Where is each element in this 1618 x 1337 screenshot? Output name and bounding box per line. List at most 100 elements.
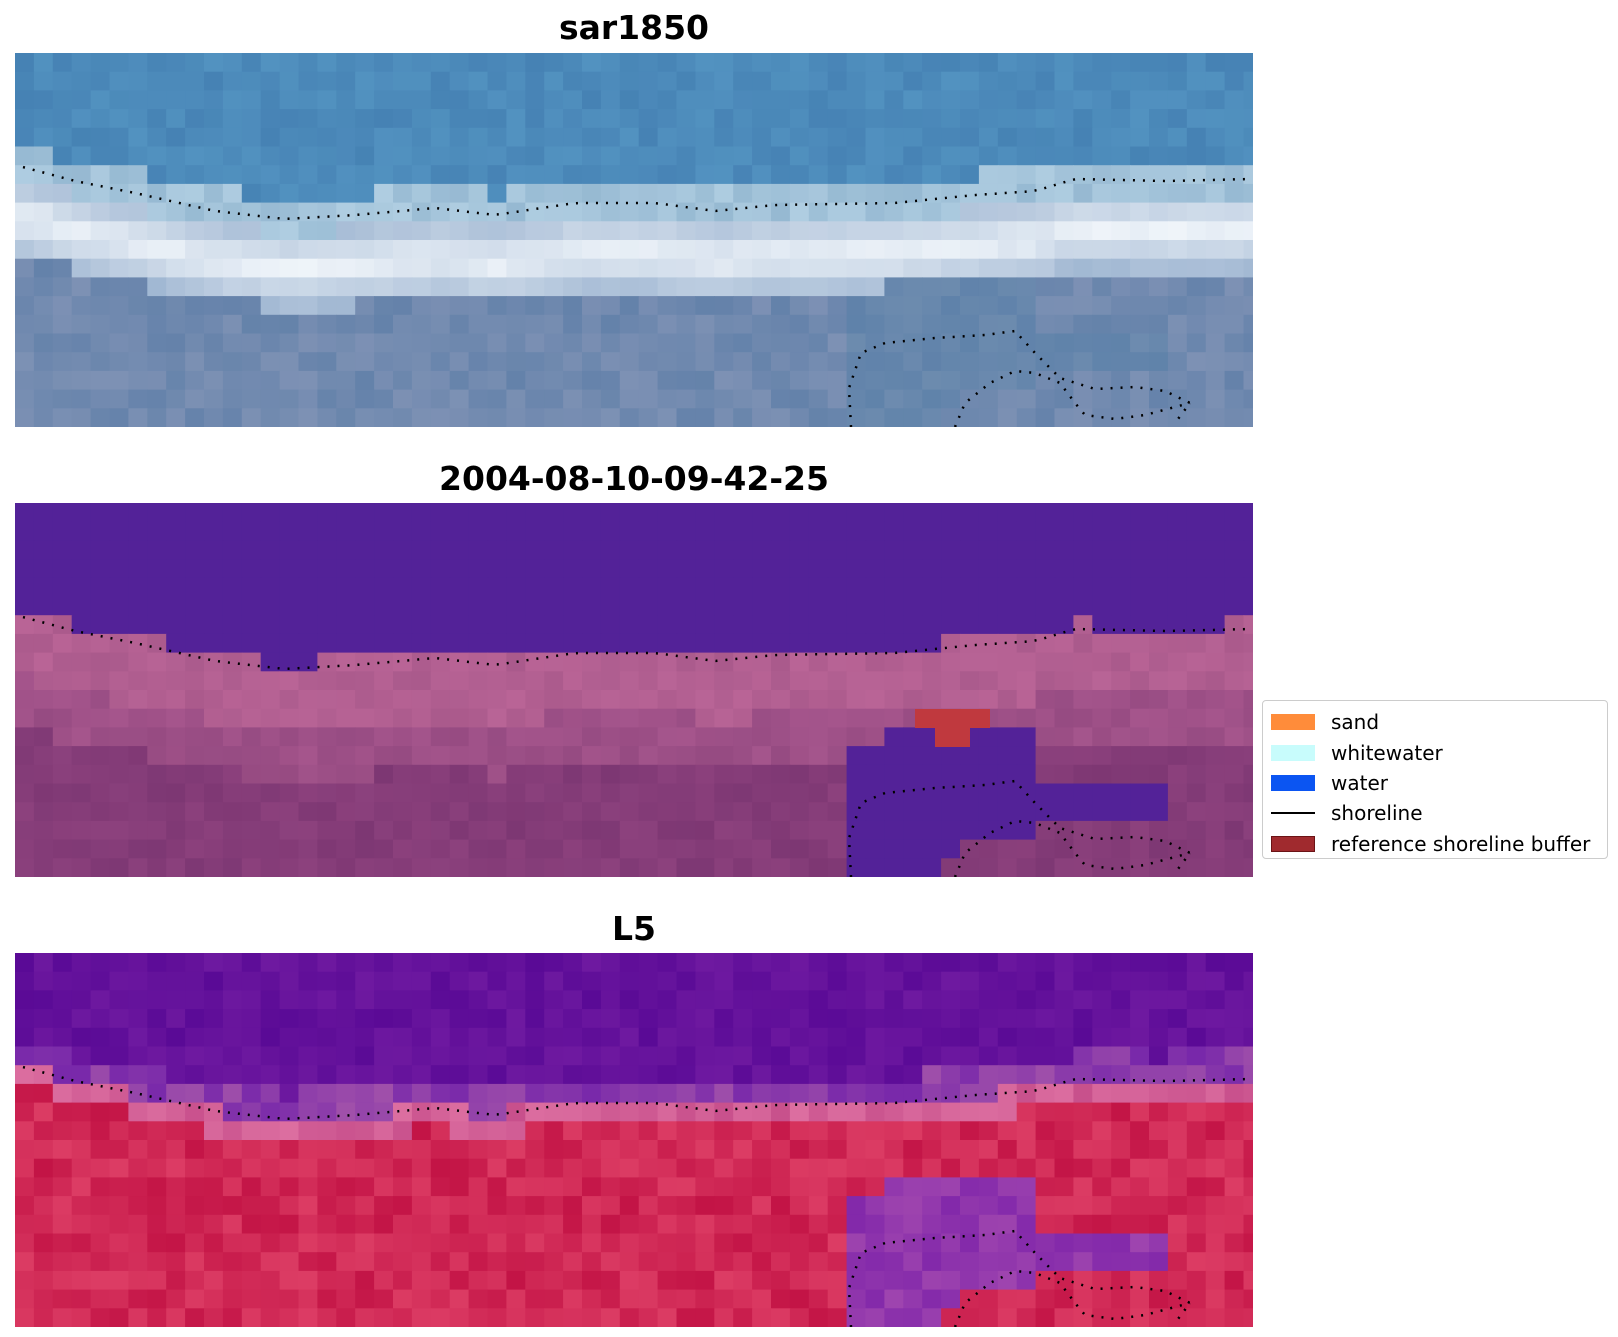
pixel-cell xyxy=(978,652,999,672)
pixel-cell xyxy=(1111,296,1131,316)
pixel-cell xyxy=(393,521,413,541)
pixel-cell xyxy=(789,1252,810,1272)
pixel-cell xyxy=(808,127,829,148)
pixel-cell xyxy=(865,1270,885,1291)
pixel-cell xyxy=(638,577,659,598)
pixel-cell xyxy=(789,820,810,841)
pixel-cell xyxy=(411,1233,432,1253)
pixel-cell xyxy=(147,1308,167,1327)
pixel-cell xyxy=(1224,783,1245,803)
pixel-cell xyxy=(827,990,848,1010)
pixel-cell xyxy=(846,858,867,877)
pixel-cell xyxy=(166,1270,186,1291)
pixel-cell xyxy=(317,746,337,766)
pixel-cell xyxy=(619,783,640,803)
pixel-cell xyxy=(204,1027,224,1048)
pixel-cell xyxy=(33,559,54,579)
pixel-cell xyxy=(846,314,867,335)
pixel-cell xyxy=(827,1252,848,1272)
pixel-cell xyxy=(374,1308,394,1327)
pixel-cell xyxy=(544,802,564,822)
pixel-cell xyxy=(525,990,545,1010)
pixel-cell xyxy=(411,277,432,297)
pixel-cell xyxy=(1035,1196,1056,1216)
pixel-cell xyxy=(15,503,35,523)
pixel-cell xyxy=(260,109,281,129)
pixel-cell xyxy=(563,1252,583,1272)
pixel-cell xyxy=(771,690,791,710)
pixel-cell xyxy=(808,1027,829,1048)
pixel-cell xyxy=(922,971,942,991)
pixel-cell xyxy=(619,690,640,710)
pixel-cell xyxy=(260,858,281,877)
pixel-cell xyxy=(71,559,92,579)
pixel-cell xyxy=(166,746,186,766)
pixel-cell xyxy=(185,708,205,728)
pixel-cell xyxy=(128,389,148,409)
pixel-cell xyxy=(355,671,375,691)
pixel-cell xyxy=(582,802,602,822)
pixel-cell xyxy=(317,1140,337,1160)
pixel-cell xyxy=(695,596,715,616)
pixel-cell xyxy=(846,596,867,616)
pixel-cell xyxy=(109,503,129,523)
pixel-cell xyxy=(695,352,715,372)
pixel-cell xyxy=(563,71,583,91)
pixel-cell xyxy=(865,540,885,560)
pixel-cell xyxy=(147,1270,167,1291)
pixel-cell xyxy=(260,1121,281,1141)
pixel-cell xyxy=(449,408,470,427)
pixel-cell xyxy=(222,109,243,129)
pixel-cell xyxy=(241,953,262,973)
pixel-cell xyxy=(1149,540,1169,560)
pixel-cell xyxy=(1130,708,1150,728)
pixel-cell xyxy=(808,389,829,409)
pixel-cell xyxy=(1186,333,1207,353)
pixel-cell xyxy=(128,1289,148,1309)
pixel-cell xyxy=(827,71,848,91)
pixel-cell xyxy=(846,503,867,523)
pixel-cell xyxy=(222,503,243,523)
pixel-cell xyxy=(1092,1158,1112,1178)
pixel-cell xyxy=(676,221,696,241)
pixel-cell xyxy=(393,109,413,129)
pixel-cell xyxy=(260,90,281,110)
pixel-cell xyxy=(1224,1027,1245,1048)
pixel-cell xyxy=(544,615,564,635)
pixel-cell xyxy=(336,1289,356,1309)
pixel-cell xyxy=(1092,559,1112,579)
pixel-cell xyxy=(884,1158,904,1178)
pixel-cell xyxy=(563,839,583,859)
pixel-cell xyxy=(1035,277,1056,297)
pixel-cell xyxy=(374,577,394,598)
pixel-cell xyxy=(733,596,753,616)
pixel-cell xyxy=(1224,258,1245,278)
pixel-cell xyxy=(166,277,186,297)
pixel-cell xyxy=(600,352,621,372)
pixel-cell xyxy=(1016,314,1037,335)
pixel-cell xyxy=(411,352,432,372)
pixel-cell xyxy=(657,165,678,185)
pixel-cell xyxy=(771,1027,791,1048)
pixel-cell xyxy=(525,858,545,877)
pixel-cell xyxy=(90,109,111,129)
pixel-cell xyxy=(771,146,791,166)
pixel-cell xyxy=(279,1289,300,1309)
pixel-cell xyxy=(71,802,92,822)
pixel-cell xyxy=(752,408,772,427)
pixel-cell xyxy=(336,296,356,316)
pixel-cell xyxy=(393,389,413,409)
pixel-cell xyxy=(960,1308,980,1327)
pixel-cell xyxy=(241,577,262,598)
pixel-cell xyxy=(128,370,148,391)
pixel-cell xyxy=(279,633,300,654)
pixel-cell xyxy=(166,802,186,822)
pixel-cell xyxy=(109,1027,129,1048)
pixel-cell xyxy=(71,165,92,185)
pixel-cell xyxy=(52,352,73,372)
pixel-cell xyxy=(355,858,375,877)
pixel-cell xyxy=(525,277,545,297)
pixel-cell xyxy=(808,1046,829,1066)
pixel-cell xyxy=(619,746,640,766)
pixel-cell xyxy=(1073,1083,1093,1104)
